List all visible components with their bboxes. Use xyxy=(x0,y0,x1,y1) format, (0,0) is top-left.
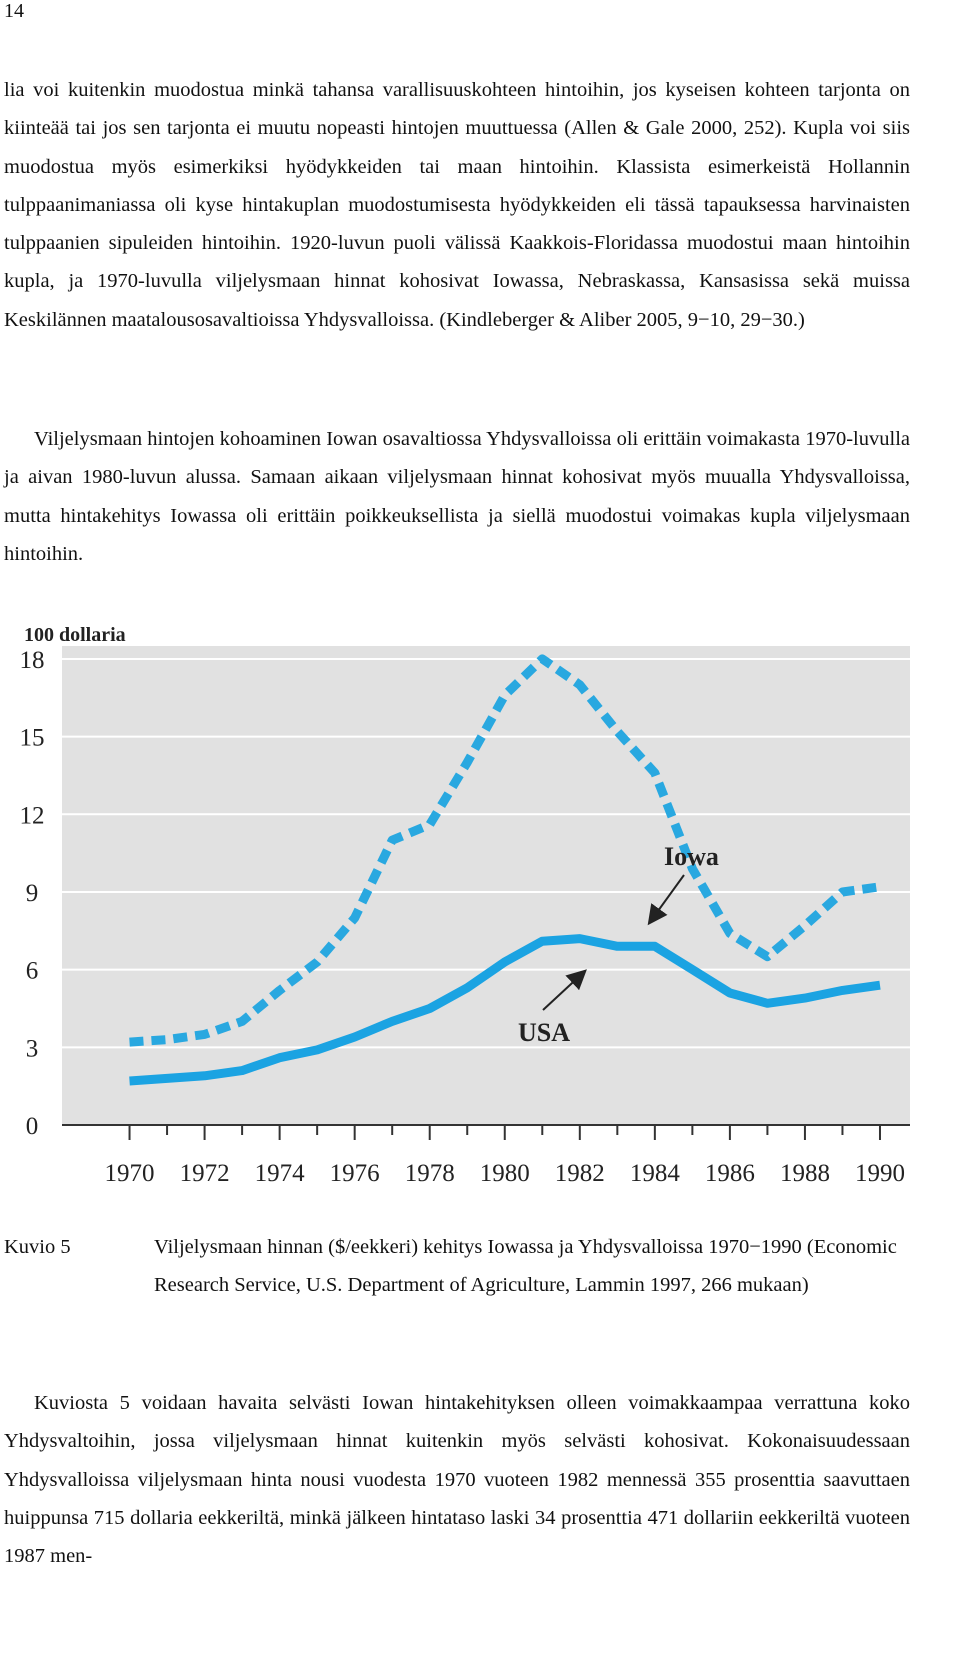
line-chart: 0 3 6 9 12 15 18 1970 1972 1974 1976 1978 1980 1982 19… xyxy=(20,624,910,1187)
y-unit-label: 100 dollaria xyxy=(24,624,126,646)
y-tick-label: 12 xyxy=(20,802,45,829)
y-tick-label: 15 xyxy=(20,725,45,752)
annotation-label-iowa: Iowa xyxy=(664,842,719,871)
annotation-arrow-usa xyxy=(542,969,587,1011)
caption-label: Kuvio 5 xyxy=(4,1236,71,1258)
x-tick-label: 1976 xyxy=(330,1160,380,1187)
y-tick-label: 9 xyxy=(26,880,39,907)
y-tick-label: 3 xyxy=(26,1035,39,1062)
y-tick-label: 6 xyxy=(26,958,39,985)
x-tick-label: 1978 xyxy=(405,1160,455,1187)
y-tick-label: 0 xyxy=(26,1113,39,1140)
caption-text: Viljelysmaan hinnan ($/eekkeri) kehitys … xyxy=(154,1236,897,1296)
series-line-usa xyxy=(129,934,881,1086)
plot-background xyxy=(62,646,910,1125)
x-tick-label: 1980 xyxy=(480,1160,530,1187)
page-number: 14 xyxy=(4,0,24,22)
x-tick-label: 1990 xyxy=(855,1160,905,1187)
x-tick-label: 1986 xyxy=(705,1160,755,1187)
figure-chart: 0 3 6 9 12 15 18 1970 1972 1974 1976 1978 1980 1982 19… xyxy=(0,600,960,1220)
x-tick-label: 1970 xyxy=(105,1160,155,1187)
annotation-label-usa: USA xyxy=(518,1018,570,1047)
x-tick-label: 1988 xyxy=(780,1160,830,1187)
body-paragraph-3: Kuviosta 5 voidaan havaita selvästi Iowa… xyxy=(4,1392,910,1568)
x-tick-label: 1974 xyxy=(255,1160,306,1187)
x-tick-label: 1984 xyxy=(630,1160,681,1187)
body-paragraph-1: lia voi kuitenkin muodostua minkä tahans… xyxy=(4,79,910,331)
body-paragraph-2: Viljelysmaan hintojen kohoaminen Iowan o… xyxy=(4,428,910,565)
x-tick-label: 1982 xyxy=(555,1160,605,1187)
x-tick-label: 1972 xyxy=(180,1160,230,1187)
y-tick-label: 18 xyxy=(20,647,45,674)
annotation-arrow-iowa xyxy=(647,874,685,926)
